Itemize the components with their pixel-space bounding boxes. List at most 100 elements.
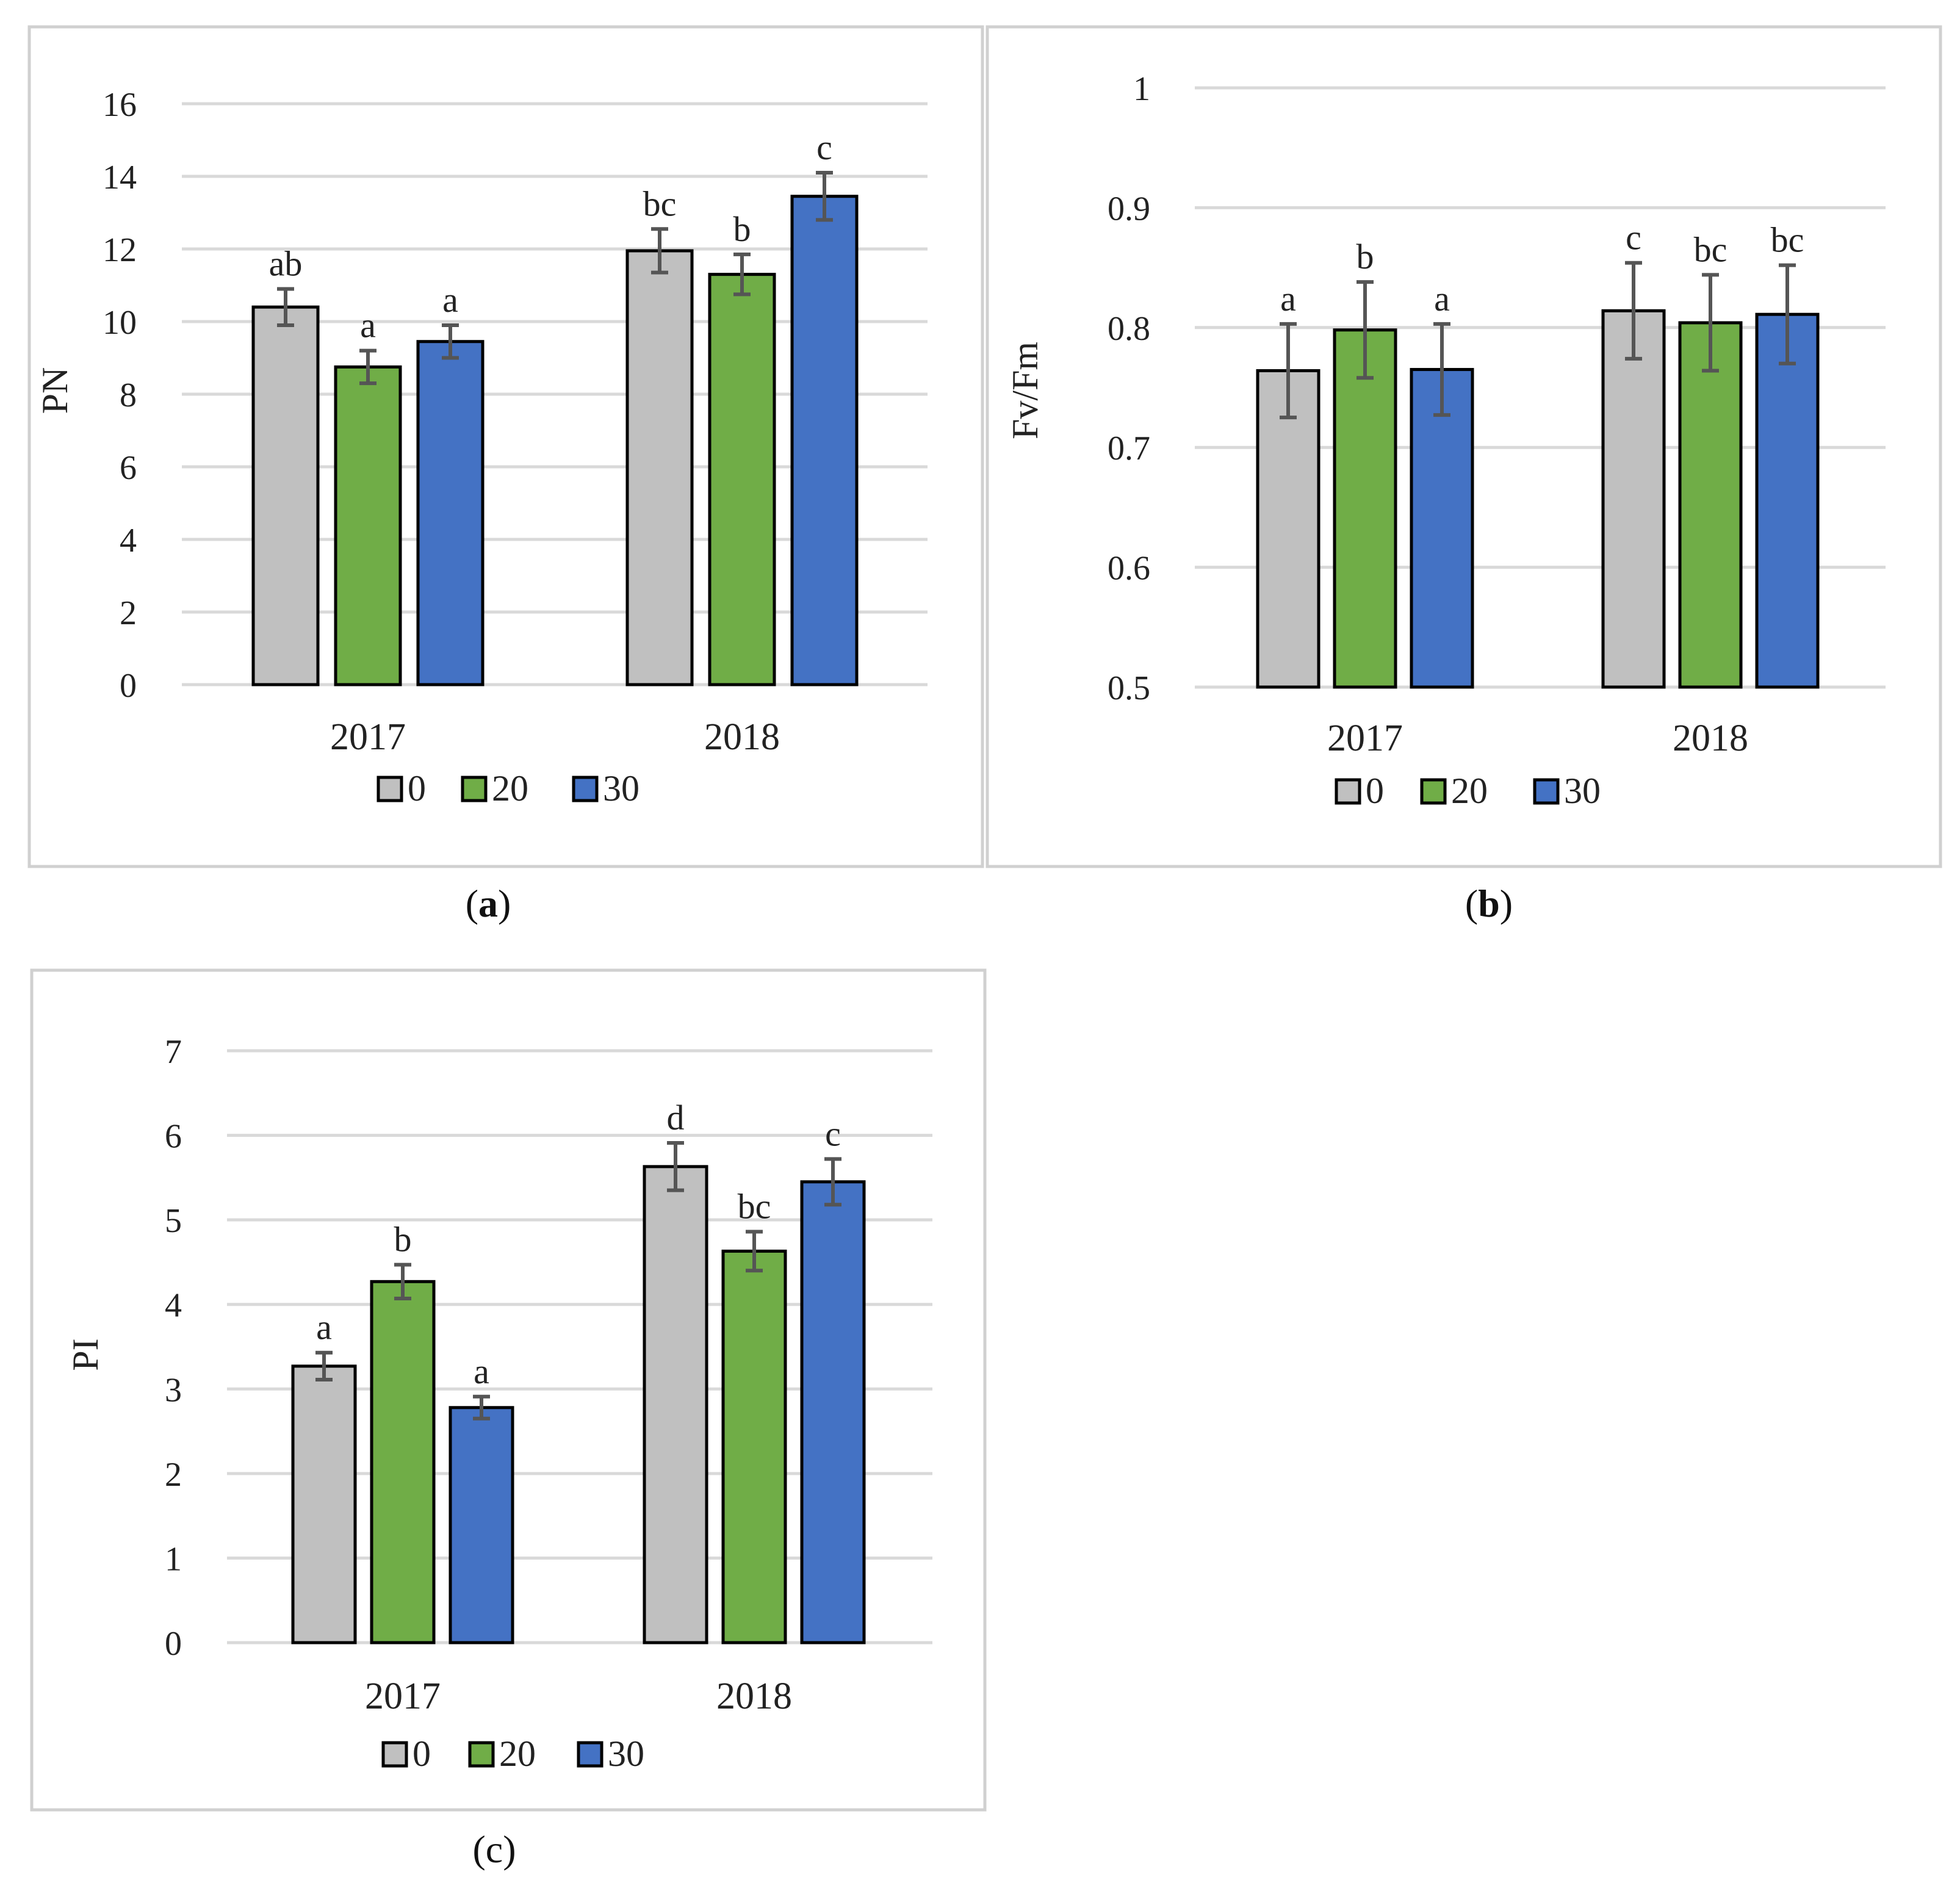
- bar-20-2018: [708, 273, 776, 686]
- significance-letter: ab: [269, 243, 303, 283]
- bar-30-2017: [416, 340, 485, 686]
- y-tick-label: 0.9: [1108, 190, 1150, 228]
- bar-0-2018: [1601, 309, 1666, 689]
- y-tick-label: 16: [103, 86, 137, 124]
- chart-frame: [30, 968, 987, 1812]
- caption-letter: b: [1478, 882, 1500, 925]
- x-category-label: 2017: [1327, 718, 1403, 759]
- bar-0-2017: [1256, 369, 1320, 689]
- legend-swatch-20: [468, 1741, 495, 1768]
- legend-label-0: 0: [413, 1734, 431, 1774]
- y-tick-label: 4: [165, 1287, 182, 1325]
- chart-panel-b: 0.5 0.6 0.7 0.8 0.9 1 Fv/Fm a b a 2017 c bc bc 2018 0 20…: [985, 25, 1942, 925]
- legend-label-20: 20: [492, 768, 528, 809]
- panel-caption: (c): [472, 1828, 516, 1871]
- y-tick-label: 2: [120, 594, 137, 632]
- y-tick-label: 0.7: [1108, 430, 1150, 467]
- panel-caption: (a): [466, 882, 511, 925]
- significance-letter: bc: [738, 1187, 771, 1226]
- bar-20-2017: [1333, 328, 1397, 689]
- significance-letter: b: [394, 1220, 412, 1259]
- legend-swatch-20: [461, 776, 488, 802]
- caption-close: ): [498, 882, 511, 925]
- panel-caption: (b): [1465, 882, 1513, 925]
- x-category-label: 2017: [365, 1676, 441, 1717]
- significance-letter: c: [825, 1114, 841, 1153]
- legend-label-20: 20: [499, 1734, 536, 1774]
- y-tick-label: 0: [120, 667, 137, 705]
- bar-30-2018: [800, 1180, 866, 1644]
- y-tick-label: 5: [165, 1202, 182, 1240]
- caption-letter: a: [478, 882, 498, 925]
- caption-open: (: [466, 882, 478, 925]
- legend-label-30: 30: [608, 1734, 644, 1774]
- significance-letter: a: [1434, 279, 1450, 319]
- y-tick-label: 7: [165, 1033, 182, 1071]
- legend-label-0: 0: [408, 768, 426, 809]
- legend-label-20: 20: [1451, 771, 1488, 811]
- y-tick-label: 2: [165, 1456, 182, 1494]
- x-category-label: 2018: [704, 716, 780, 758]
- y-tick-label: 12: [103, 231, 137, 269]
- caption-open: (: [472, 1828, 485, 1871]
- y-tick-label: 0.8: [1108, 310, 1150, 348]
- bar-0-2018: [643, 1165, 708, 1644]
- x-category-label: 2017: [330, 716, 406, 758]
- bar-0-2018: [625, 249, 694, 686]
- x-category-label: 2018: [716, 1676, 792, 1717]
- y-axis-label: PI: [65, 1338, 106, 1371]
- legend-swatch-30: [572, 776, 599, 802]
- y-tick-label: 0: [165, 1625, 182, 1663]
- legend-swatch-30: [577, 1741, 603, 1768]
- legend-swatch-30: [1533, 778, 1560, 805]
- significance-letter: d: [667, 1098, 685, 1137]
- y-tick-label: 0.6: [1108, 550, 1150, 588]
- significance-letter: bc: [643, 184, 677, 223]
- significance-letter: c: [1626, 218, 1641, 258]
- y-tick-label: 0.5: [1108, 669, 1150, 707]
- y-axis-label: Fv/Fm: [1005, 342, 1045, 439]
- caption-letter: c: [486, 1828, 503, 1871]
- y-tick-label: 6: [165, 1118, 182, 1156]
- significance-letter: bc: [1694, 229, 1728, 269]
- bar-20-2018: [721, 1249, 787, 1644]
- y-tick-label: 1: [165, 1540, 182, 1578]
- caption-close: ): [503, 1828, 516, 1871]
- chart-frame: [27, 25, 984, 868]
- y-tick-label: 10: [103, 304, 137, 342]
- y-tick-label: 3: [165, 1371, 182, 1409]
- caption-open: (: [1465, 882, 1478, 925]
- y-axis-label: PN: [35, 367, 75, 414]
- caption-close: ): [1500, 882, 1513, 925]
- bar-20-2018: [1678, 321, 1743, 689]
- bar-0-2017: [251, 305, 320, 686]
- bar-20-2017: [334, 365, 402, 686]
- legend-label-30: 30: [1564, 771, 1601, 811]
- bar-20-2017: [370, 1280, 436, 1644]
- legend-swatch-20: [1420, 778, 1447, 805]
- bar-0-2017: [291, 1364, 357, 1644]
- significance-letter: bc: [1771, 220, 1804, 260]
- legend-label-30: 30: [603, 768, 640, 809]
- legend-swatch-0: [377, 776, 403, 802]
- bar-30-2017: [449, 1406, 514, 1644]
- bar-30-2017: [1410, 368, 1474, 689]
- significance-letter: b: [733, 209, 751, 249]
- significance-letter: b: [1357, 237, 1374, 276]
- chart-frame: [985, 25, 1942, 868]
- bar-30-2018: [790, 195, 859, 686]
- significance-letter: a: [442, 280, 458, 320]
- y-tick-label: 4: [120, 522, 137, 560]
- x-category-label: 2018: [1673, 718, 1748, 759]
- y-tick-label: 8: [120, 376, 137, 414]
- bar-30-2018: [1755, 312, 1820, 689]
- significance-letter: a: [1280, 279, 1296, 319]
- significance-letter: a: [474, 1352, 489, 1391]
- y-tick-label: 14: [103, 159, 137, 196]
- y-tick-label: 6: [120, 449, 137, 487]
- legend-swatch-0: [1335, 778, 1361, 805]
- significance-letter: a: [316, 1308, 332, 1347]
